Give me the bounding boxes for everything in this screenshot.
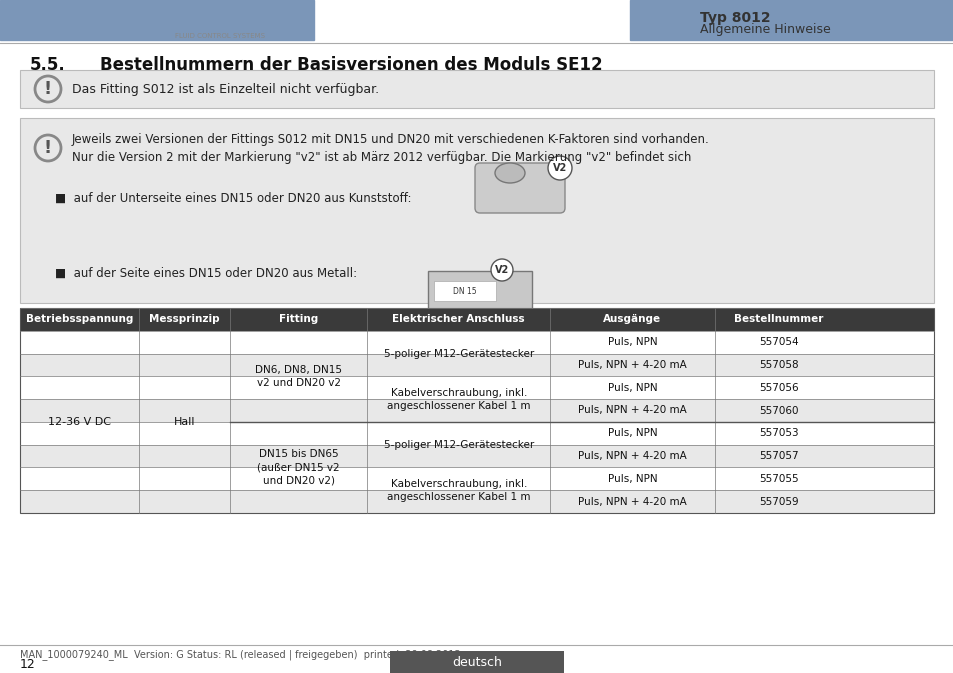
Text: 557056: 557056 (758, 383, 798, 393)
Text: Elektrischer Anschluss: Elektrischer Anschluss (392, 314, 524, 324)
Bar (20, 445, 933, 468)
Text: deutsch: deutsch (452, 656, 501, 668)
Bar (20, 490, 933, 513)
Bar (20, 330, 933, 353)
Bar (20, 468, 933, 490)
Circle shape (491, 259, 513, 281)
Text: !: ! (44, 139, 52, 157)
Text: Typ 8012: Typ 8012 (700, 11, 770, 25)
Text: FLUID CONTROL SYSTEMS: FLUID CONTROL SYSTEMS (174, 33, 265, 39)
Text: 12-36 V DC: 12-36 V DC (48, 417, 111, 427)
Text: 557055: 557055 (758, 474, 798, 484)
Text: Jeweils zwei Versionen der Fittings S012 mit DN15 und DN20 mit verschiedenen K-F: Jeweils zwei Versionen der Fittings S012… (71, 133, 709, 147)
Text: ■  auf der Unterseite eines DN15 oder DN20 aus Kunststoff:: ■ auf der Unterseite eines DN15 oder DN2… (55, 192, 411, 205)
Bar (20, 308, 933, 330)
Text: Allgemeine Hinweise: Allgemeine Hinweise (700, 24, 830, 36)
Text: 557059: 557059 (758, 497, 798, 507)
Text: Ausgänge: Ausgänge (602, 314, 660, 324)
FancyBboxPatch shape (428, 271, 532, 310)
Text: Puls, NPN: Puls, NPN (607, 474, 657, 484)
Bar (20, 422, 933, 445)
Text: 5.5.: 5.5. (30, 56, 66, 74)
Text: 557060: 557060 (758, 406, 798, 415)
Text: Puls, NPN + 4-20 mA: Puls, NPN + 4-20 mA (578, 360, 686, 370)
Bar (0, 0, 314, 40)
FancyBboxPatch shape (20, 70, 933, 108)
Text: DN15 bis DN65
(außer DN15 v2
und DN20 v2): DN15 bis DN65 (außer DN15 v2 und DN20 v2… (257, 450, 339, 486)
Text: 5-poliger M12-Gerätestecker: 5-poliger M12-Gerätestecker (383, 349, 534, 359)
Text: Puls, NPN + 4-20 mA: Puls, NPN + 4-20 mA (578, 497, 686, 507)
Bar (20, 399, 933, 422)
Text: Das Fitting S012 ist als Einzelteil nicht verfügbar.: Das Fitting S012 ist als Einzelteil nich… (71, 83, 378, 96)
Text: DN6, DN8, DN15
v2 und DN20 v2: DN6, DN8, DN15 v2 und DN20 v2 (255, 365, 342, 388)
Text: Puls, NPN: Puls, NPN (607, 383, 657, 393)
Ellipse shape (495, 163, 524, 183)
FancyBboxPatch shape (434, 281, 496, 301)
Text: Messprinzip: Messprinzip (149, 314, 219, 324)
Text: 557054: 557054 (758, 337, 798, 347)
Text: ■  auf der Seite eines DN15 oder DN20 aus Metall:: ■ auf der Seite eines DN15 oder DN20 aus… (55, 267, 356, 279)
Text: Puls, NPN: Puls, NPN (607, 428, 657, 438)
Text: MAN_1000079240_ML  Version: G Status: RL (released | freigegeben)  printed: 29.0: MAN_1000079240_ML Version: G Status: RL … (20, 649, 460, 660)
Bar (20, 353, 933, 376)
Text: 557053: 557053 (758, 428, 798, 438)
Bar (629, 0, 953, 40)
Text: Bestellnummern der Basisversionen des Moduls SE12: Bestellnummern der Basisversionen des Mo… (100, 56, 602, 74)
Text: Betriebsspannung: Betriebsspannung (26, 314, 133, 324)
Text: !: ! (44, 80, 52, 98)
Text: Kabelverschraubung, inkl.
angeschlossener Kabel 1 m: Kabelverschraubung, inkl. angeschlossene… (387, 479, 530, 502)
Bar (20, 308, 933, 513)
Text: Puls, NPN: Puls, NPN (607, 337, 657, 347)
Text: Puls, NPN + 4-20 mA: Puls, NPN + 4-20 mA (578, 451, 686, 461)
Text: Hall: Hall (173, 417, 195, 427)
Text: DN 15: DN 15 (453, 287, 476, 295)
Bar (20, 376, 933, 399)
Circle shape (547, 156, 572, 180)
Text: 557057: 557057 (758, 451, 798, 461)
Text: Bestellnummer: Bestellnummer (733, 314, 822, 324)
Text: Nur die Version 2 mit der Markierung "v2" ist ab März 2012 verfügbar. Die Markie: Nur die Version 2 mit der Markierung "v2… (71, 151, 691, 164)
Text: Kabelverschraubung, inkl.
angeschlossener Kabel 1 m: Kabelverschraubung, inkl. angeschlossene… (387, 388, 530, 411)
Text: 557058: 557058 (758, 360, 798, 370)
Text: 12: 12 (20, 658, 35, 672)
Text: bürkert: bürkert (179, 15, 261, 34)
Text: V2: V2 (495, 265, 509, 275)
Text: Puls, NPN + 4-20 mA: Puls, NPN + 4-20 mA (578, 406, 686, 415)
Text: Fitting: Fitting (279, 314, 318, 324)
FancyBboxPatch shape (20, 118, 933, 303)
Bar (390, 651, 563, 673)
Text: V2: V2 (553, 163, 566, 173)
Text: 5-poliger M12-Gerätestecker: 5-poliger M12-Gerätestecker (383, 439, 534, 450)
FancyBboxPatch shape (475, 163, 564, 213)
